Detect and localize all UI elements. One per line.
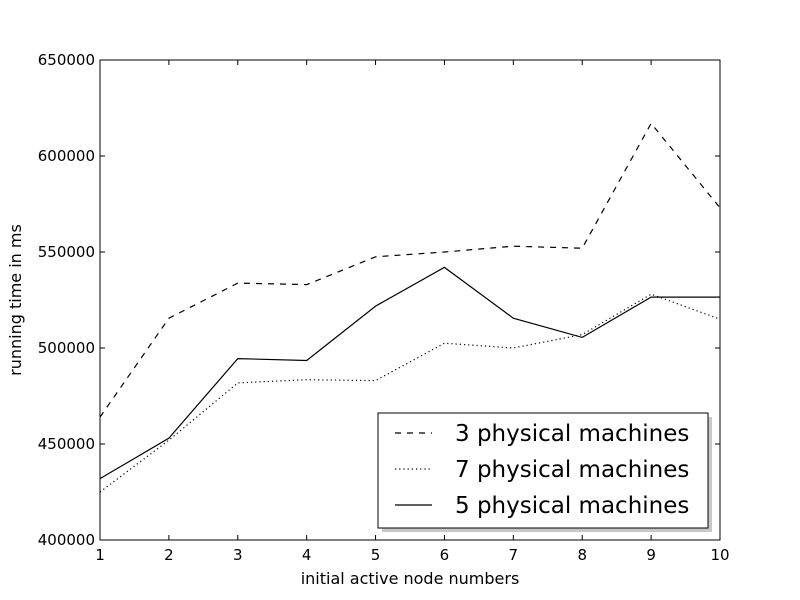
legend-label-3-machines: 3 physical machines: [455, 421, 689, 447]
x-axis-ticks: 1 2 3 4 5 6 7 8 9 10: [95, 60, 730, 564]
y-tick-label: 500000: [38, 339, 95, 357]
series-lines: [99, 122, 721, 493]
y-axis-label: running time in ms: [6, 224, 25, 376]
y-tick-label: 450000: [38, 435, 95, 453]
x-tick-label: 6: [440, 546, 450, 564]
x-tick-label: 1: [95, 546, 105, 564]
x-tick-label: 10: [710, 546, 729, 564]
y-tick-label: 600000: [38, 147, 95, 165]
x-tick-label: 2: [164, 546, 174, 564]
plot-frame: [99, 59, 721, 541]
y-tick-label: 400000: [38, 531, 95, 549]
x-tick-label: 7: [509, 546, 519, 564]
legend: 3 physical machines 7 physical machines …: [377, 412, 712, 532]
x-tick-label: 8: [577, 546, 587, 564]
x-tick-label: 4: [302, 546, 312, 564]
x-tick-label: 5: [371, 546, 381, 564]
series-line-dotted: [99, 293, 721, 493]
y-tick-label: 550000: [38, 243, 95, 261]
x-axis-label: initial active node numbers: [301, 569, 520, 588]
legend-box: [377, 412, 709, 529]
legend-label-5-machines: 5 physical machines: [455, 493, 689, 519]
y-tick-label: 650000: [38, 51, 95, 69]
series-line-dashed: [99, 122, 721, 418]
x-tick-label: 9: [646, 546, 656, 564]
series-line-solid: [99, 266, 720, 480]
y-axis-ticks: 400000 450000 500000 550000 600000 650000: [38, 51, 720, 549]
x-tick-label: 3: [233, 546, 243, 564]
legend-label-7-machines: 7 physical machines: [455, 457, 689, 483]
